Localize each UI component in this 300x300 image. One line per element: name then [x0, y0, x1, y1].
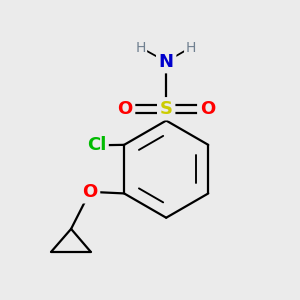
Text: O: O [82, 183, 98, 201]
Text: O: O [117, 100, 133, 118]
Text: H: H [135, 40, 146, 55]
Text: Cl: Cl [87, 136, 106, 154]
Text: O: O [200, 100, 215, 118]
Text: H: H [185, 40, 196, 55]
Text: S: S [160, 100, 173, 118]
Text: N: N [159, 53, 174, 71]
